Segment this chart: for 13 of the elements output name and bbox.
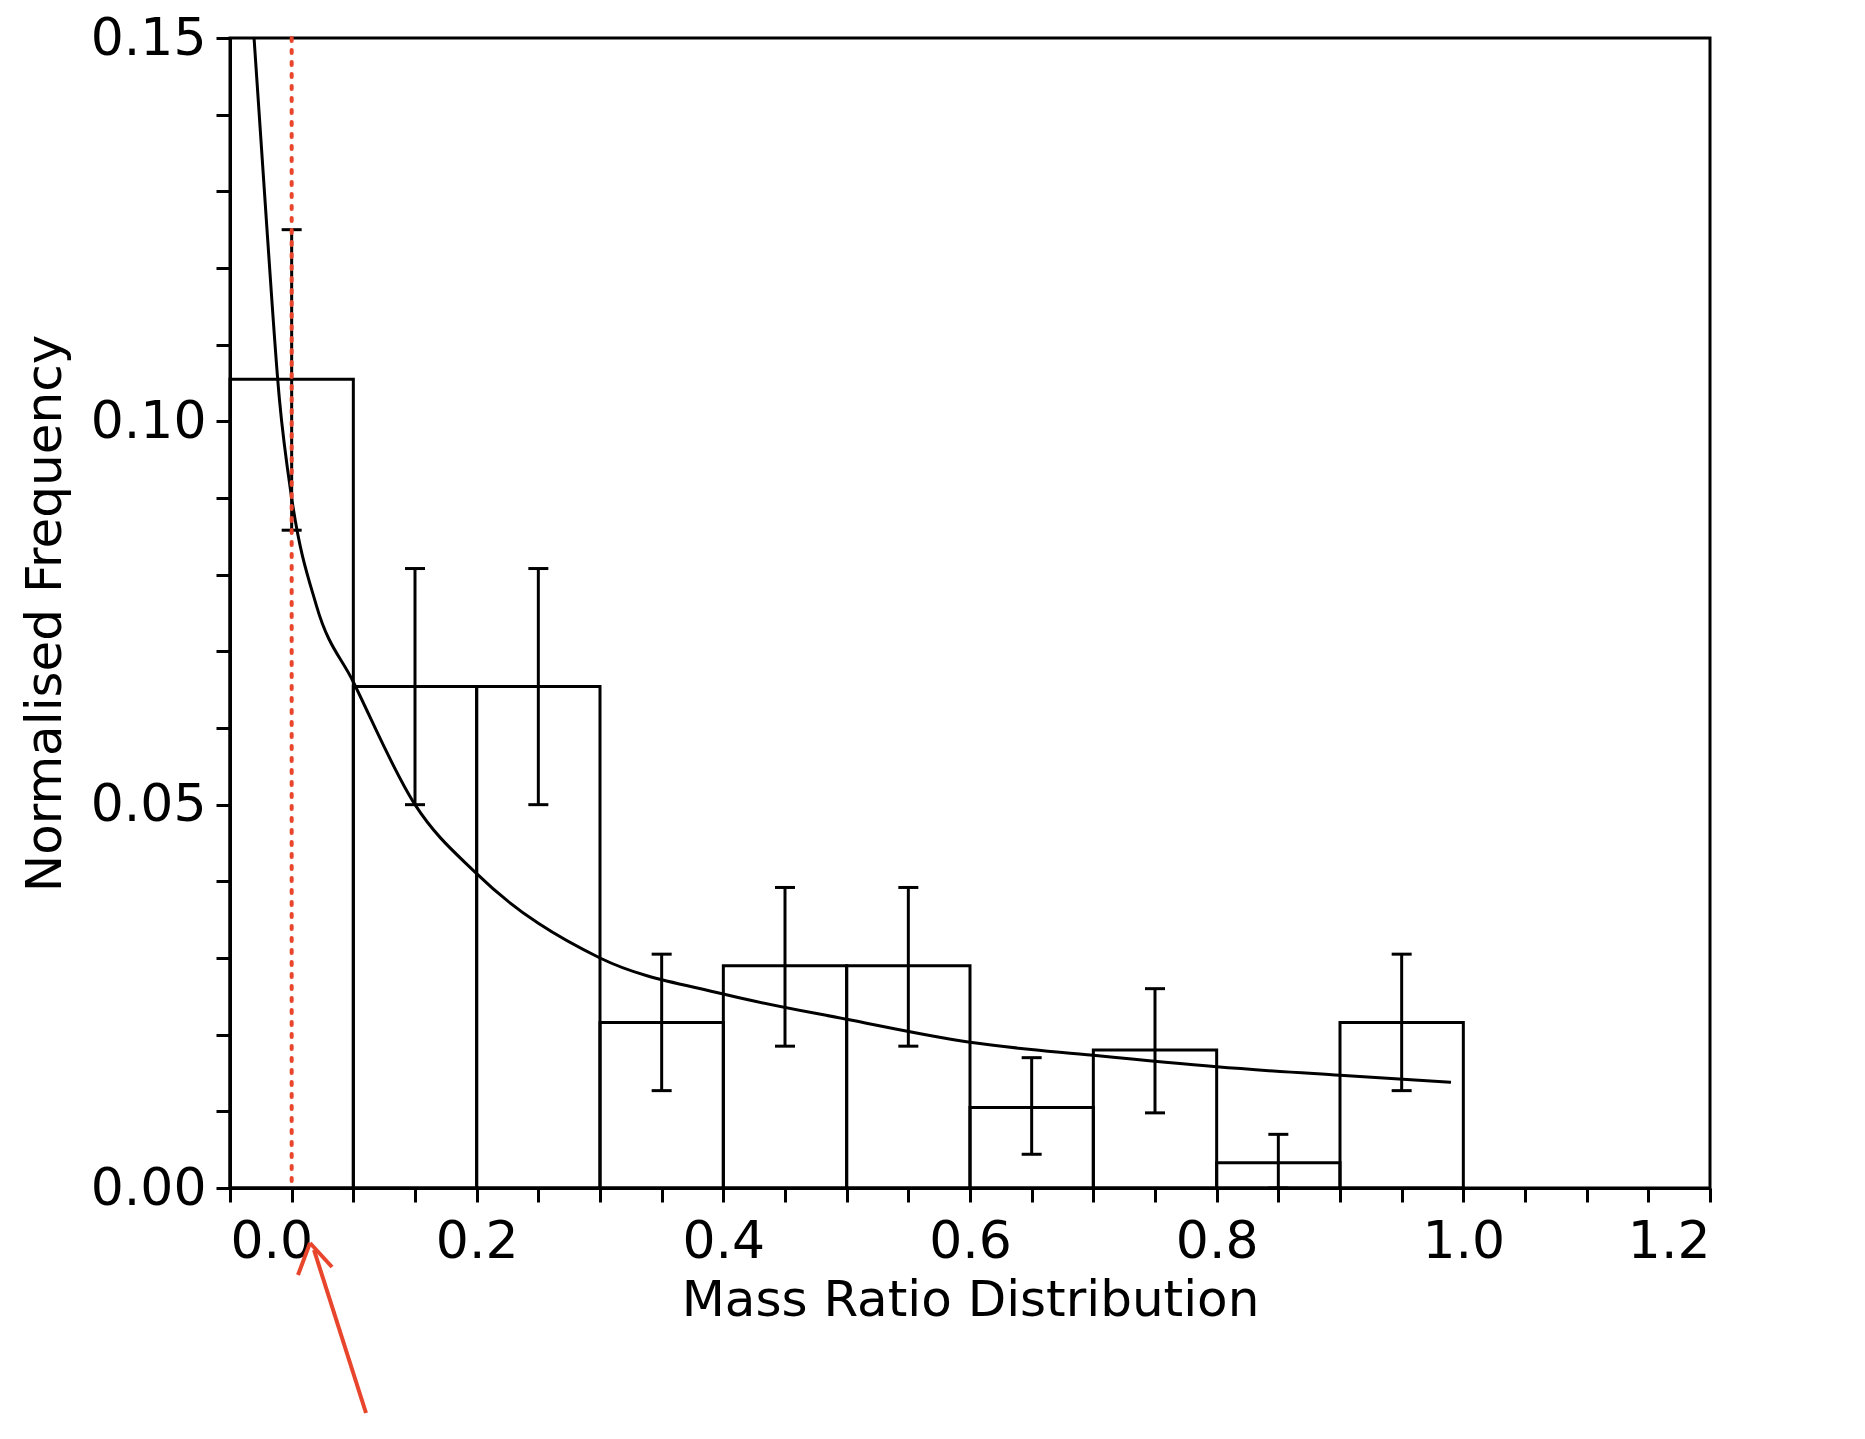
x-tick-label: 0.8	[1175, 1209, 1259, 1270]
x-tick-label: 1.0	[1422, 1209, 1506, 1270]
x-axis-title: Mass Ratio Distribution	[681, 1269, 1260, 1328]
x-tick-label: 0.0	[230, 1209, 314, 1270]
x-tick-label: 1.2	[1627, 1209, 1711, 1270]
y-tick-label: 0.00	[90, 1156, 207, 1217]
x-tick-label: 0.2	[435, 1209, 519, 1270]
x-tick-label: 0.6	[929, 1209, 1012, 1270]
y-tick-label: 0.15	[90, 6, 207, 67]
y-axis-title: Normalised Frequency	[14, 334, 73, 893]
y-tick-label: 0.10	[90, 389, 207, 450]
y-tick-label: 0.05	[90, 773, 207, 834]
x-tick-label: 0.4	[682, 1209, 766, 1270]
